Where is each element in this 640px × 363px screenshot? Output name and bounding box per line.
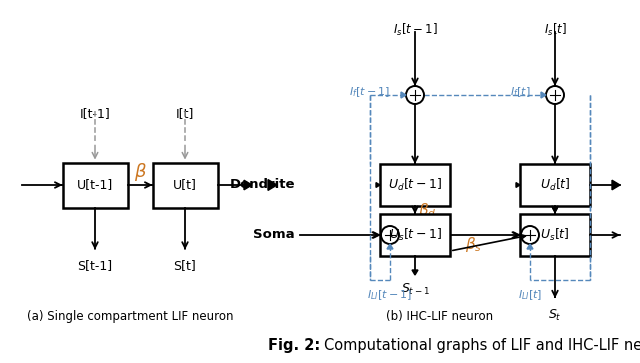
Text: $I_f[t]$: $I_f[t]$ [509, 85, 530, 99]
Text: $I_f[t-1]$: $I_f[t-1]$ [349, 85, 390, 99]
Text: S[t-1]: S[t-1] [77, 260, 113, 273]
Text: I[t-1]: I[t-1] [79, 107, 110, 121]
Polygon shape [401, 92, 406, 98]
Text: $\beta$: $\beta$ [134, 161, 147, 183]
Polygon shape [376, 183, 380, 187]
Bar [63, 163, 127, 208]
Polygon shape [516, 183, 520, 187]
Text: Fig. 2:: Fig. 2: [268, 338, 320, 353]
Text: Computational graphs of LIF and IHC-LIF neurons: Computational graphs of LIF and IHC-LIF … [324, 338, 640, 353]
Text: U[t-1]: U[t-1] [77, 179, 113, 192]
Text: $U_d[t]$: $U_d[t]$ [540, 177, 570, 193]
Text: S[t]: S[t] [173, 260, 196, 273]
Circle shape [381, 226, 399, 244]
Polygon shape [612, 180, 620, 190]
Bar [152, 163, 218, 208]
Text: Soma: Soma [253, 228, 295, 241]
Polygon shape [527, 244, 533, 249]
Circle shape [406, 86, 424, 104]
Polygon shape [412, 270, 418, 275]
Text: $U_s[t]$: $U_s[t]$ [540, 227, 570, 243]
Text: $I_s[t-1]$: $I_s[t-1]$ [392, 22, 437, 38]
Polygon shape [244, 180, 252, 190]
Text: $\beta_d$: $\beta_d$ [418, 200, 436, 220]
Bar [520, 164, 590, 206]
Text: $I_{LI}[t-1]$: $I_{LI}[t-1]$ [367, 288, 413, 302]
Text: U[t]: U[t] [173, 179, 197, 192]
Text: $I_{LI}[t]$: $I_{LI}[t]$ [518, 288, 542, 302]
Circle shape [521, 226, 539, 244]
Bar [380, 164, 450, 206]
Text: $I_s[t]$: $I_s[t]$ [543, 22, 566, 38]
Text: $S_{t-1}$: $S_{t-1}$ [401, 282, 429, 297]
Text: I[t]: I[t] [176, 107, 194, 121]
Text: Dendrite: Dendrite [230, 179, 295, 192]
Polygon shape [387, 244, 393, 249]
Text: $U_s[t-1]$: $U_s[t-1]$ [388, 227, 442, 243]
Bar [380, 214, 450, 256]
Circle shape [546, 86, 564, 104]
Polygon shape [552, 208, 557, 212]
Polygon shape [541, 92, 546, 98]
Text: $U_d[t-1]$: $U_d[t-1]$ [388, 177, 442, 193]
Polygon shape [268, 180, 277, 191]
Bar [520, 214, 590, 256]
Text: $\beta_s$: $\beta_s$ [465, 236, 482, 254]
Text: (a) Single compartment LIF neuron: (a) Single compartment LIF neuron [27, 310, 233, 323]
Text: (b) IHC-LIF neuron: (b) IHC-LIF neuron [387, 310, 493, 323]
Text: $S_t$: $S_t$ [548, 308, 562, 323]
